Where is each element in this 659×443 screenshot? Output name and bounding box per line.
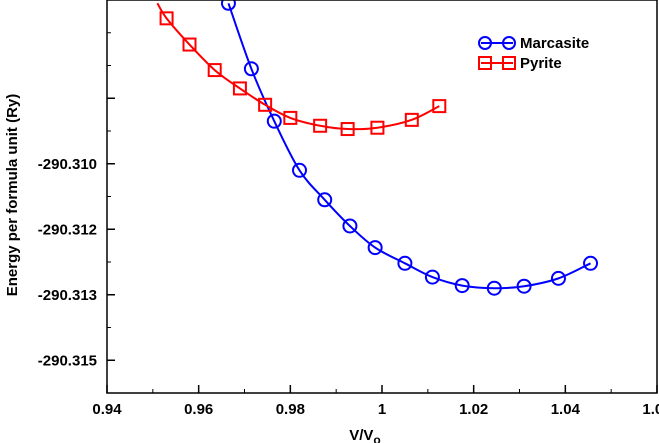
x-tick-label: 1.02: [459, 401, 488, 418]
y-tick-label: -290.312: [38, 221, 97, 238]
x-tick-label: 1.04: [551, 401, 581, 418]
x-tick-label: 1: [378, 401, 386, 418]
x-axis-title-subscript: o: [373, 433, 380, 443]
legend-marcasite-label: Marcasite: [520, 35, 589, 52]
y-tick-label: -290.315: [38, 352, 97, 369]
x-tick-label: 0.94: [92, 401, 122, 418]
y-tick-label: -290.310: [38, 156, 97, 173]
x-tick-label: 0.98: [276, 401, 305, 418]
energy-volume-chart: 0.94 0.96 0.98 1 1.02 1.04 1.06 -290.315 -290.3…: [0, 0, 659, 443]
y-axis-title: Energy per formula unit (Ry): [4, 94, 21, 297]
x-axis-title-main: V/V: [349, 427, 373, 443]
x-tick-label: 1.06: [642, 401, 659, 418]
y-tick-label: -290.313: [38, 287, 97, 304]
legend-pyrite-label: Pyrite: [520, 55, 562, 72]
x-tick-label: 0.96: [184, 401, 213, 418]
